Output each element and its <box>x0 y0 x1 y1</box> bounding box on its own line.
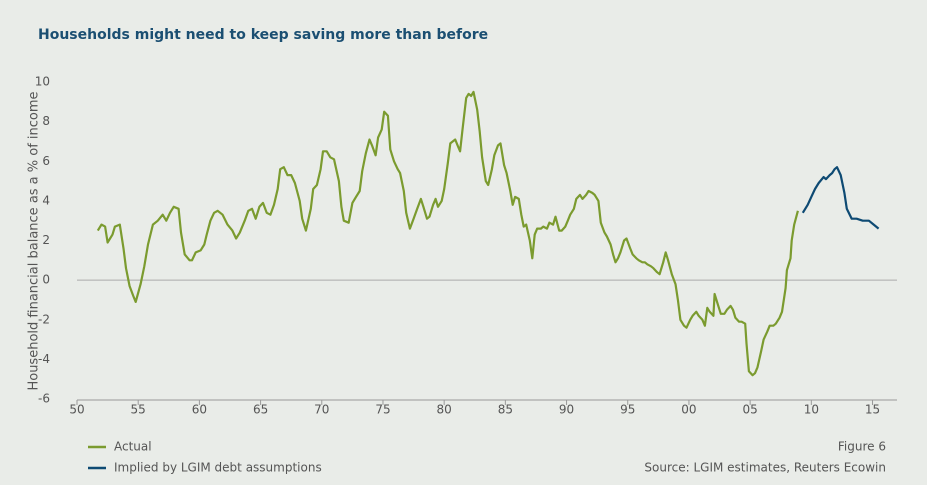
x-tick-label: 55 <box>131 403 146 417</box>
source: Source: LGIM estimates, Reuters Ecowin <box>644 461 886 475</box>
x-tick-label: 60 <box>192 403 207 417</box>
x-tick-label: 95 <box>620 403 635 417</box>
series-line <box>96 90 799 377</box>
y-tick-label: -6 <box>38 392 50 406</box>
series-line <box>801 166 880 230</box>
y-tick-label: -2 <box>38 312 50 326</box>
y-tick-label: 10 <box>35 75 50 89</box>
y-tick-label: 4 <box>42 193 50 207</box>
y-tick-label: 6 <box>42 154 50 168</box>
x-tick-label: 80 <box>437 403 452 417</box>
x-tick-label: 15 <box>865 403 880 417</box>
x-tick-label: 70 <box>314 403 329 417</box>
x-tick-label: 75 <box>375 403 390 417</box>
y-tick-label: 2 <box>42 233 50 247</box>
y-tick-label: -4 <box>38 352 50 366</box>
figure-note: Figure 6 <box>838 440 886 454</box>
y-axis-label: Household financial balance as a % of in… <box>27 91 42 390</box>
y-tick-label: 8 <box>42 114 50 128</box>
y-tick-label: 0 <box>42 273 50 287</box>
chart-title: Households might need to keep saving mor… <box>38 27 488 43</box>
x-tick-label: 90 <box>559 403 574 417</box>
legend-label: Actual <box>114 440 152 454</box>
x-tick-label: 65 <box>253 403 268 417</box>
x-tick-label: 05 <box>742 403 757 417</box>
x-tick-label: 00 <box>681 403 696 417</box>
x-tick-label: 85 <box>498 403 513 417</box>
x-tick-label: 10 <box>804 403 819 417</box>
legend-label: Implied by LGIM debt assumptions <box>114 461 322 475</box>
x-tick-label: 50 <box>69 403 84 417</box>
